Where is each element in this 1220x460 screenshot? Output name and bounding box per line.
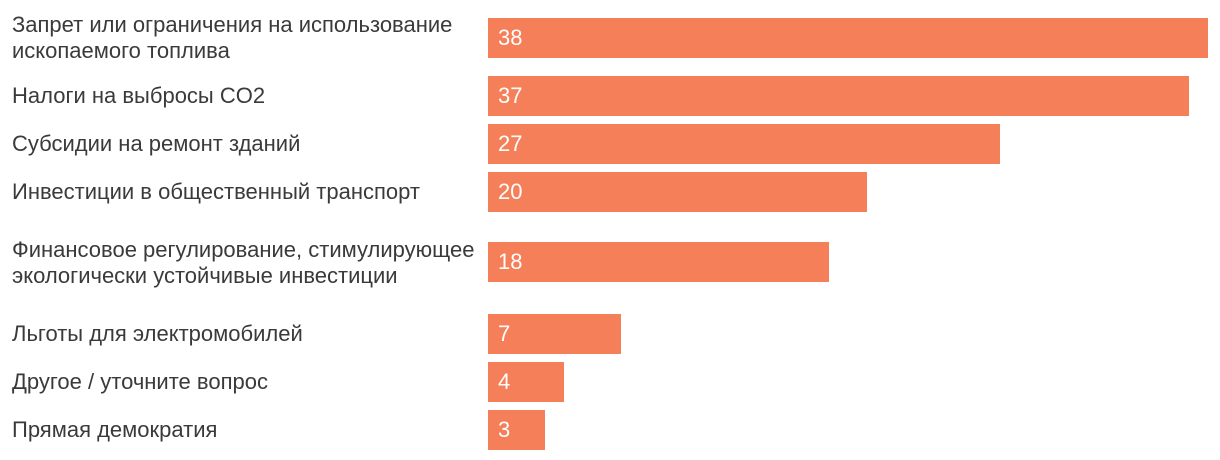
category-label: Финансовое регулирование, стимулирующее … — [12, 237, 475, 288]
bar: 3 — [488, 410, 545, 450]
bar: 37 — [488, 76, 1189, 116]
bar-value-label: 27 — [498, 131, 523, 156]
category-label: Запрет или ограничения на использование … — [12, 12, 453, 63]
bar-value-label: 7 — [498, 321, 511, 346]
bar-value-label: 20 — [498, 179, 523, 204]
bar: 38 — [488, 18, 1208, 58]
category-label: Льготы для электромобилей — [12, 321, 303, 346]
bar-value-label: 4 — [498, 369, 511, 394]
category-label: Другое / уточните вопрос — [12, 369, 268, 394]
category-label: Прямая демократия — [12, 417, 218, 442]
category-label: Субсидии на ремонт зданий — [12, 131, 301, 156]
bar: 20 — [488, 172, 867, 212]
bar: 4 — [488, 362, 564, 402]
bar-value-label: 38 — [498, 25, 523, 50]
bar-value-label: 37 — [498, 83, 523, 108]
bar-value-label: 3 — [498, 417, 511, 442]
bar-value-label: 18 — [498, 249, 523, 274]
bar: 27 — [488, 124, 1000, 164]
bar: 7 — [488, 314, 621, 354]
bar: 18 — [488, 242, 829, 282]
category-label: Налоги на выбросы CO2 — [12, 83, 266, 108]
category-label: Инвестиции в общественный транспорт — [12, 179, 420, 204]
